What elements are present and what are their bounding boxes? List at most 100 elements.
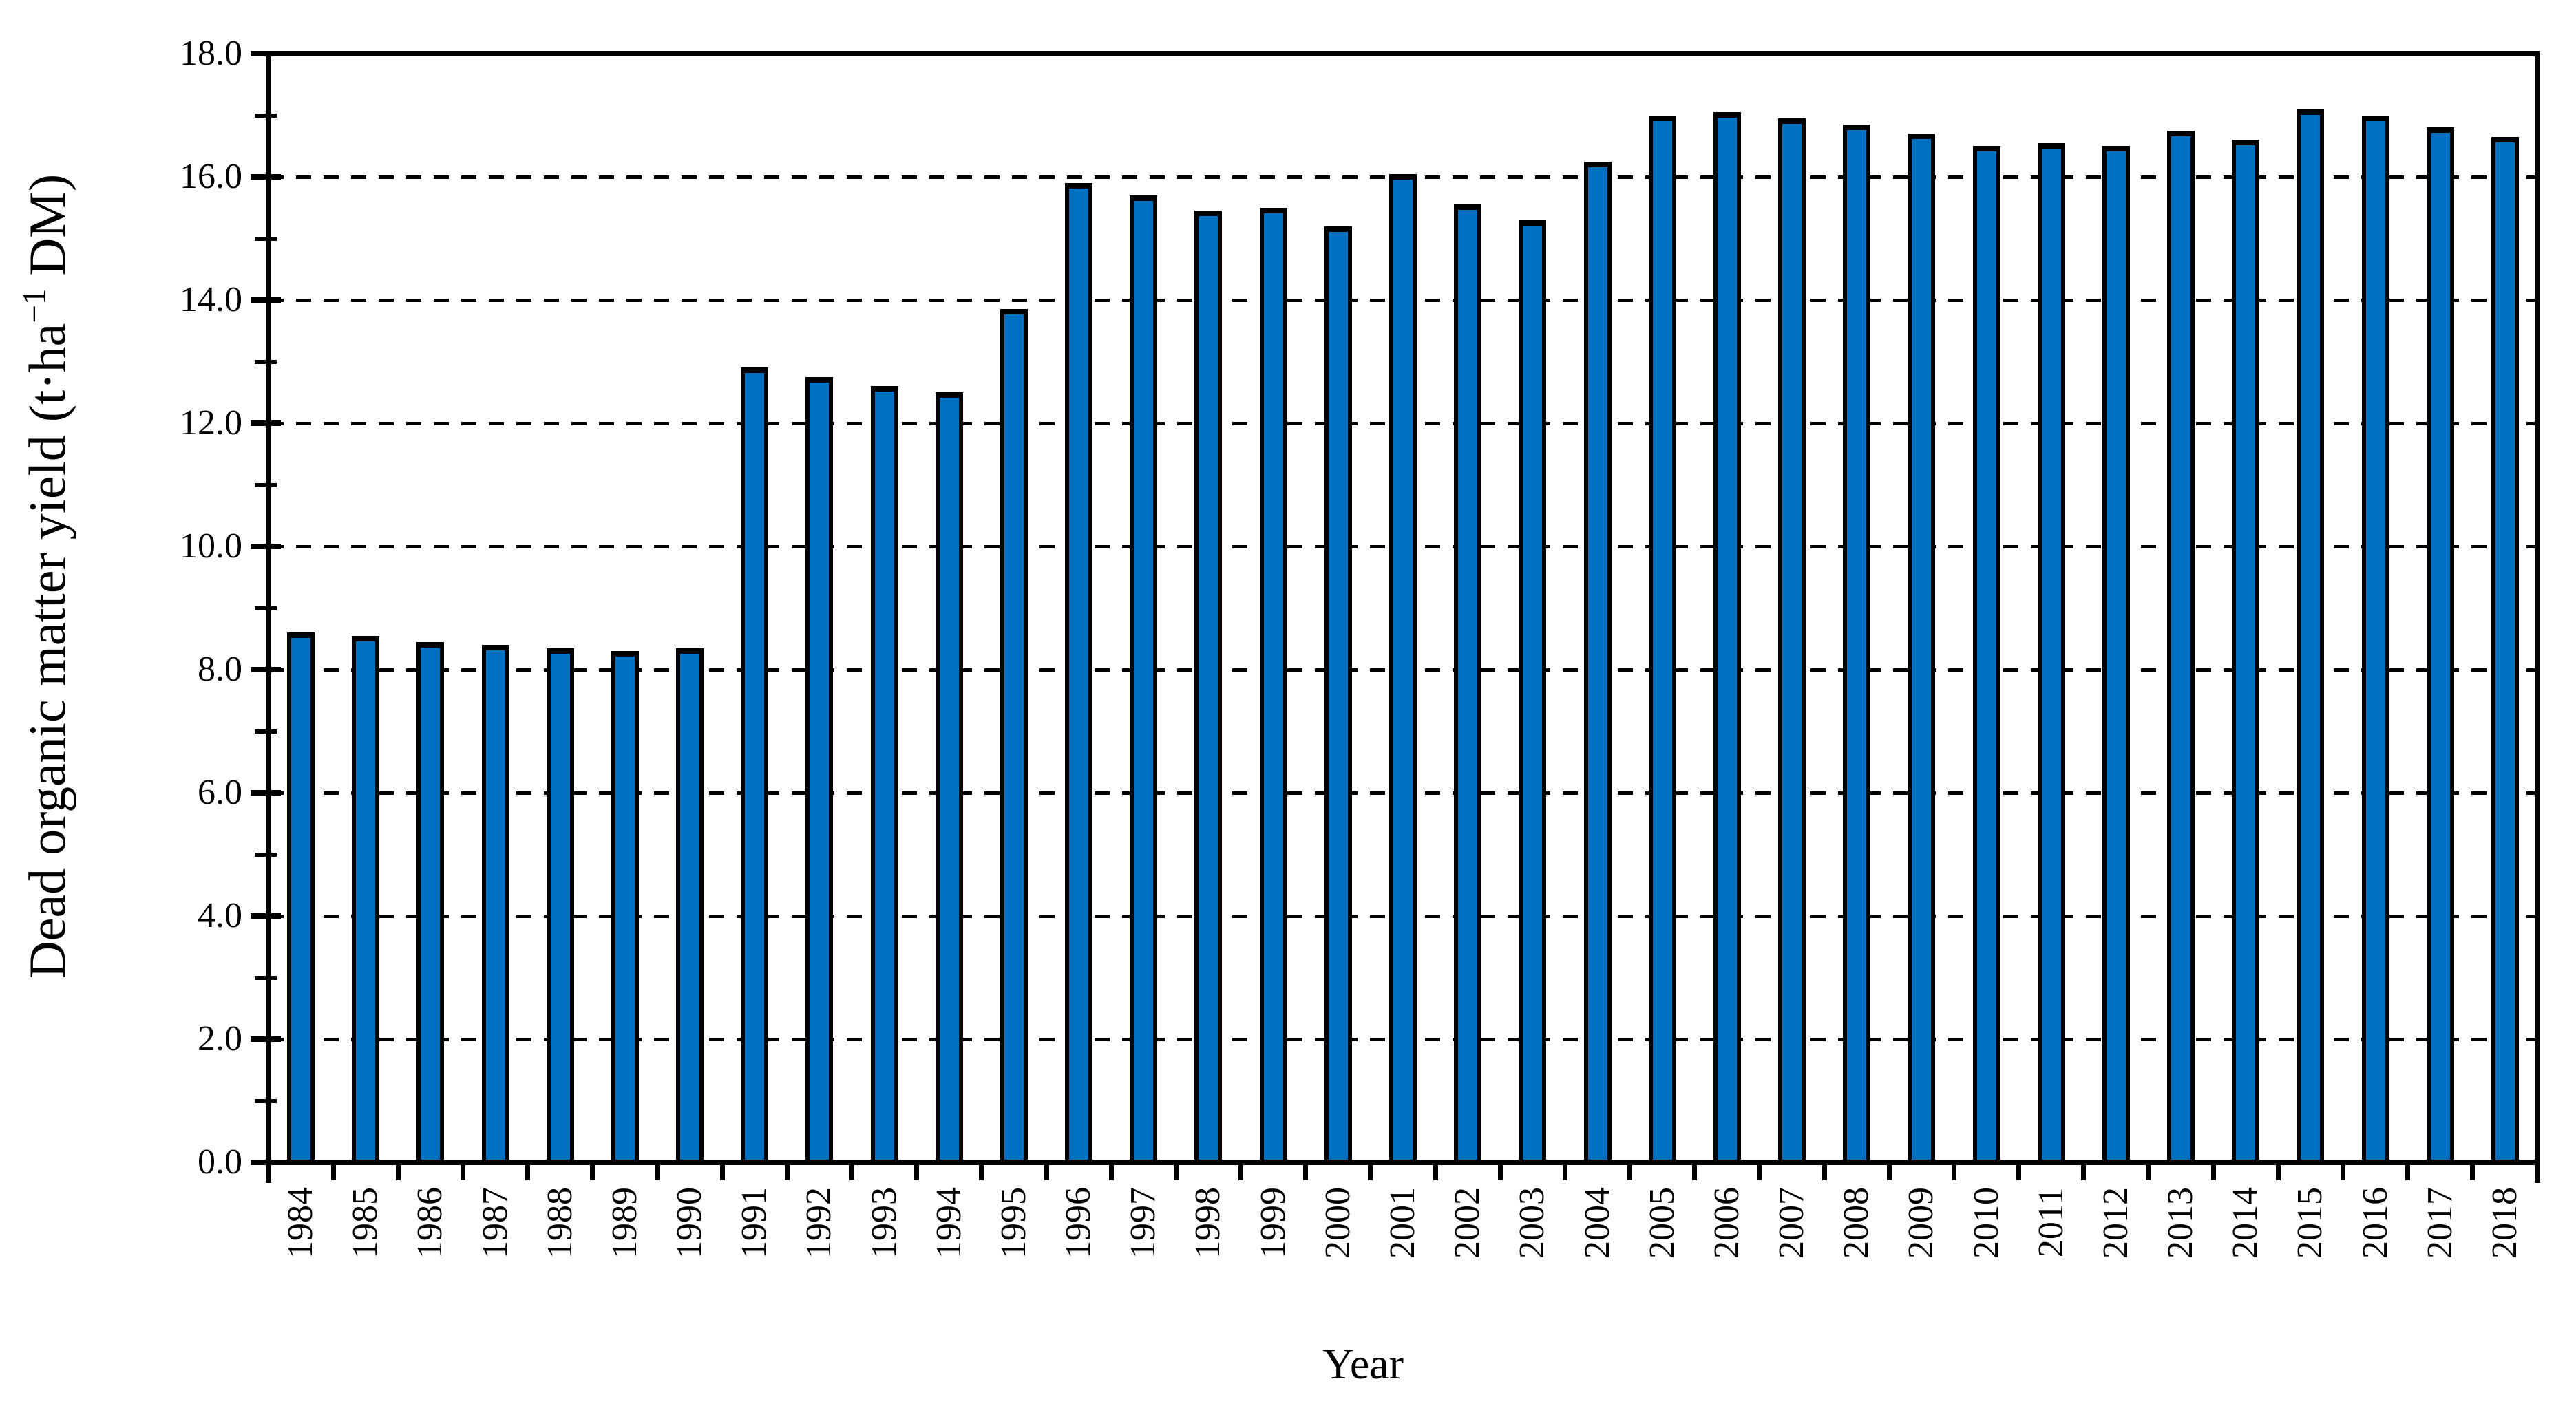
y-major-tick-6 bbox=[251, 790, 281, 796]
y-axis-title-text: Dead organic matter yield (t·ha bbox=[19, 323, 77, 979]
bar-2008 bbox=[1843, 124, 1871, 1165]
y-minor-tick-5 bbox=[255, 852, 277, 857]
y-tick-label-18.0: 18.0 bbox=[180, 34, 242, 73]
y-minor-tick-3 bbox=[255, 975, 277, 980]
x-tick-label-1989: 1989 bbox=[604, 1187, 644, 1259]
bar-1987 bbox=[481, 645, 509, 1165]
bar-2004 bbox=[1583, 161, 1612, 1165]
bar-2012 bbox=[2102, 146, 2130, 1165]
y-tick-label-0.0: 0.0 bbox=[198, 1142, 242, 1182]
x-tick-19 bbox=[1497, 1162, 1503, 1180]
x-tick-label-1996: 1996 bbox=[1059, 1187, 1099, 1259]
bar-2007 bbox=[1778, 118, 1806, 1165]
x-tick-13 bbox=[1108, 1162, 1114, 1180]
x-tick-7 bbox=[719, 1162, 725, 1180]
x-tick-33 bbox=[2405, 1162, 2411, 1180]
x-tick-label-1992: 1992 bbox=[799, 1187, 839, 1259]
x-tick-1 bbox=[330, 1162, 336, 1180]
bar-1996 bbox=[1065, 182, 1093, 1165]
x-tick-label-1994: 1994 bbox=[929, 1187, 969, 1259]
y-major-tick-16 bbox=[251, 174, 281, 180]
y-tick-label-4.0: 4.0 bbox=[198, 896, 242, 935]
bar-2011 bbox=[2037, 142, 2065, 1165]
x-tick-28 bbox=[2081, 1162, 2087, 1180]
x-tick-22 bbox=[1692, 1162, 1698, 1180]
x-tick-12 bbox=[1044, 1162, 1049, 1180]
y-major-tick-18 bbox=[251, 51, 281, 56]
x-tick-label-1985: 1985 bbox=[346, 1187, 386, 1259]
x-tick-label-2014: 2014 bbox=[2226, 1187, 2266, 1259]
y-axis-line bbox=[266, 51, 271, 1183]
x-tick-label-2001: 2001 bbox=[1383, 1187, 1422, 1259]
y-minor-tick-17 bbox=[255, 113, 277, 118]
bar-1998 bbox=[1194, 211, 1223, 1165]
bar-2013 bbox=[2167, 130, 2195, 1165]
y-axis-title: Dead organic matter yield (t·ha−1 DM) bbox=[16, 61, 81, 1093]
x-tick-label-1999: 1999 bbox=[1253, 1187, 1293, 1259]
x-tick-15 bbox=[1238, 1162, 1244, 1180]
x-tick-label-2006: 2006 bbox=[1707, 1187, 1746, 1259]
bar-1993 bbox=[870, 386, 898, 1165]
x-tick-label-2017: 2017 bbox=[2420, 1187, 2460, 1259]
x-tick-label-1988: 1988 bbox=[540, 1187, 580, 1259]
x-axis-line bbox=[266, 1160, 2540, 1165]
x-tick-label-1990: 1990 bbox=[670, 1187, 710, 1259]
bar-1991 bbox=[741, 367, 769, 1165]
bar-2000 bbox=[1324, 226, 1352, 1165]
x-tick-32 bbox=[2340, 1162, 2345, 1180]
y-major-tick-2 bbox=[251, 1036, 281, 1042]
x-tick-24 bbox=[1822, 1162, 1827, 1180]
x-tick-2 bbox=[395, 1162, 401, 1180]
bar-2014 bbox=[2232, 140, 2260, 1165]
bar-1990 bbox=[676, 648, 704, 1165]
x-tick-14 bbox=[1173, 1162, 1179, 1180]
y-tick-label-16.0: 16.0 bbox=[180, 157, 242, 196]
x-tick-label-2002: 2002 bbox=[1448, 1187, 1488, 1259]
x-tick-label-1987: 1987 bbox=[475, 1187, 515, 1259]
bar-2003 bbox=[1519, 220, 1547, 1165]
x-tick-label-1991: 1991 bbox=[735, 1187, 774, 1259]
x-tick-4 bbox=[525, 1162, 531, 1180]
y-tick-label-8.0: 8.0 bbox=[198, 650, 242, 689]
bar-1999 bbox=[1259, 207, 1287, 1165]
bar-1984 bbox=[287, 632, 315, 1165]
x-tick-3 bbox=[461, 1162, 465, 1180]
y-tick-label-14.0: 14.0 bbox=[180, 280, 242, 319]
x-axis-title: Year bbox=[1322, 1339, 1404, 1388]
x-tick-label-2009: 2009 bbox=[1901, 1187, 1941, 1259]
x-tick-35 bbox=[2535, 1162, 2540, 1180]
x-tick-label-2010: 2010 bbox=[1966, 1187, 2006, 1259]
bar-2017 bbox=[2426, 127, 2454, 1165]
x-tick-label-2005: 2005 bbox=[1642, 1187, 1682, 1259]
x-tick-label-2012: 2012 bbox=[2095, 1187, 2135, 1259]
x-tick-0 bbox=[266, 1162, 271, 1180]
plot-top-border bbox=[266, 51, 2540, 56]
y-major-tick-8 bbox=[251, 667, 281, 672]
y-axis-title-units: DM) bbox=[19, 173, 77, 289]
bar-1995 bbox=[1000, 309, 1028, 1165]
x-tick-label-1993: 1993 bbox=[864, 1187, 904, 1259]
x-tick-label-1986: 1986 bbox=[410, 1187, 450, 1259]
x-tick-29 bbox=[2146, 1162, 2151, 1180]
x-tick-34 bbox=[2470, 1162, 2475, 1180]
x-tick-label-1984: 1984 bbox=[281, 1187, 321, 1259]
x-tick-label-2011: 2011 bbox=[2031, 1187, 2071, 1258]
plot-right-border bbox=[2535, 51, 2540, 1183]
bar-1986 bbox=[416, 641, 445, 1165]
x-tick-label-2015: 2015 bbox=[2290, 1187, 2330, 1259]
x-tick-label-1998: 1998 bbox=[1188, 1187, 1228, 1259]
y-minor-tick-9 bbox=[255, 606, 277, 610]
bar-1989 bbox=[611, 651, 639, 1165]
x-tick-8 bbox=[784, 1162, 790, 1180]
x-tick-label-2007: 2007 bbox=[1772, 1187, 1812, 1259]
x-tick-6 bbox=[655, 1162, 660, 1180]
bar-2015 bbox=[2297, 109, 2325, 1165]
x-tick-20 bbox=[1562, 1162, 1567, 1180]
x-tick-label-2016: 2016 bbox=[2355, 1187, 2395, 1259]
bar-1992 bbox=[805, 376, 834, 1165]
x-tick-label-2004: 2004 bbox=[1577, 1187, 1617, 1259]
x-tick-label-2003: 2003 bbox=[1512, 1187, 1552, 1259]
x-tick-label-2013: 2013 bbox=[2161, 1187, 2201, 1259]
x-tick-17 bbox=[1368, 1162, 1373, 1180]
